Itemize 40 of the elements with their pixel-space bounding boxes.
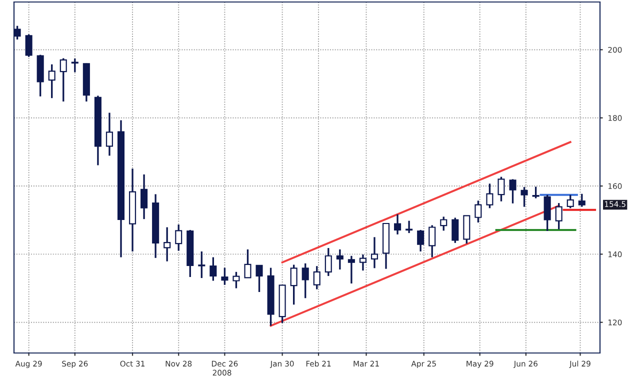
candlestick (164, 226, 171, 262)
candlestick (324, 247, 332, 277)
candlestick (336, 248, 344, 270)
candlestick (463, 214, 470, 244)
candlestick (198, 250, 206, 279)
candlestick (498, 176, 505, 202)
candlestick (520, 186, 528, 208)
candlestick (359, 254, 366, 272)
candlestick (509, 178, 516, 204)
candlestick (440, 216, 448, 232)
candlestick (406, 220, 413, 234)
candlestick (290, 264, 298, 306)
candlestick (140, 174, 148, 220)
candlestick (474, 200, 482, 224)
candlestick (394, 213, 402, 236)
candlestick (578, 193, 586, 208)
candlestick (313, 265, 320, 290)
candlestick (302, 262, 309, 299)
candlestick (232, 271, 240, 290)
candlestick (452, 216, 459, 244)
candlestick (566, 194, 574, 210)
candlestick (106, 112, 113, 157)
candlestick (544, 194, 551, 232)
candlestick (428, 224, 436, 258)
candlestick (71, 58, 78, 74)
candlestick (14, 25, 21, 40)
candlestick (417, 229, 424, 252)
candlestick (348, 255, 355, 284)
candlestick (555, 202, 562, 230)
candlestick (256, 264, 263, 293)
candlestick (370, 236, 378, 269)
candlestick (48, 64, 56, 99)
candlestick (60, 57, 67, 102)
candlestick (486, 182, 494, 210)
candlestick (532, 186, 540, 200)
candlestick (175, 224, 182, 252)
candlestick (221, 266, 228, 286)
candlestick (244, 248, 252, 279)
candlestick (25, 34, 32, 58)
candlestick (210, 256, 217, 282)
